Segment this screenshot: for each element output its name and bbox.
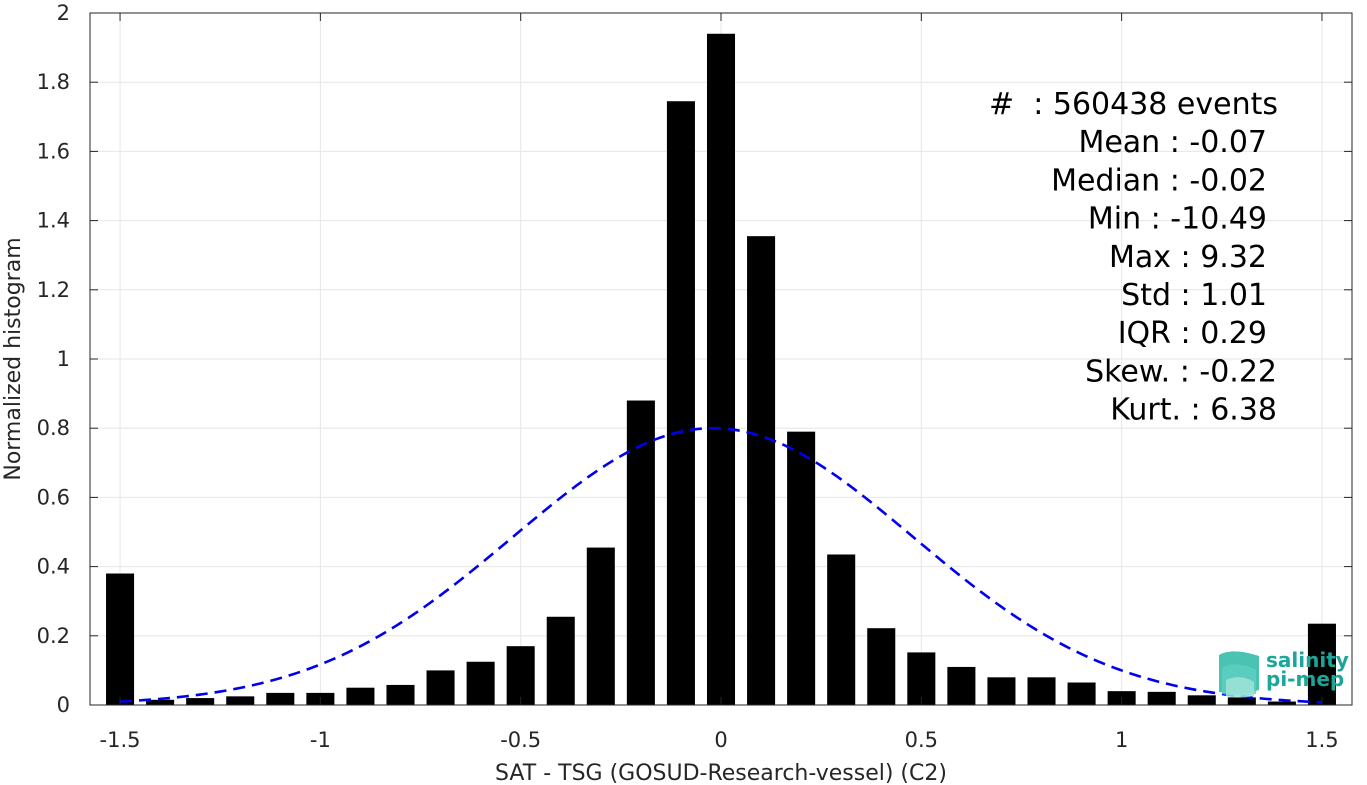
x-axis-label: SAT - TSG (GOSUD-Research-vessel) (C2) [495,761,947,785]
histogram-bar [666,101,695,706]
histogram-bar [827,554,856,705]
histogram-bar [1067,682,1096,705]
y-tick-label: 2 [57,1,70,25]
stat-line: Min : -10.49 [1088,202,1267,237]
x-tick-label: 0.5 [905,728,938,752]
y-tick-label: 0.4 [37,555,70,579]
histogram-bar [1027,677,1056,705]
logo-line2: pi-mep [1266,667,1344,691]
y-tick-label: 0.8 [37,416,70,440]
stat-line: Mean : -0.07 [1078,125,1267,160]
x-tick-label: -0.5 [500,728,541,752]
histogram-bar [466,661,495,705]
x-tick-label: -1 [310,728,331,752]
logo-line1: salinity [1266,648,1349,672]
histogram-bar [546,616,575,705]
histogram-bar [426,670,455,705]
x-tick-label: 1.5 [1305,728,1338,752]
histogram-bar [1147,691,1176,705]
histogram-bar [706,33,736,705]
histogram-bar [266,692,295,705]
stat-line: Median : -0.02 [1051,163,1267,198]
histogram-bar [987,677,1016,705]
histogram-bar [586,547,615,705]
histogram-bar [747,236,776,706]
histogram-bar [787,431,816,705]
histogram-bar [867,628,896,705]
histogram-bar [146,699,175,705]
histogram-bar [626,400,655,705]
wave-logo-icon [1219,651,1259,698]
histogram-bars [106,33,1336,706]
x-tick-label: 1 [1115,728,1128,752]
stat-line: Skew. : -0.22 [1085,354,1277,389]
stat-line: # : 560438 events [989,87,1278,122]
histogram-bar [1187,695,1216,705]
histogram-bar [386,684,415,705]
y-tick-label: 0.6 [37,485,70,509]
histogram-bar [947,666,976,705]
stat-line: Kurt. : 6.38 [1110,393,1277,428]
y-tick-label: 1.4 [37,209,70,233]
histogram-bar [1227,697,1256,705]
x-tick-label: 0 [714,728,727,752]
axis-ticks: -1.5 -1 -0.5 0 0.5 1 1.5 0 0.2 0.4 0.6 0.8 1 1.2 1.4 1.… [37,1,1352,752]
histogram-bar [1267,701,1296,705]
histogram-bar [346,687,375,705]
y-tick-label: 1.8 [37,70,70,94]
histogram-bar [907,652,936,705]
y-axis-label: Normalized histogram [1,237,26,480]
salinity-pi-mep-logo: salinity pi-mep [1219,648,1349,698]
histogram-bar [226,696,255,705]
histogram-bar [1307,623,1336,705]
y-tick-label: 1.6 [37,139,70,163]
y-tick-label: 1 [57,347,70,371]
histogram-bar [506,646,535,705]
y-tick-label: 0 [57,693,70,717]
histogram-bar [106,573,135,705]
normal-fit-curve [119,426,1323,704]
stat-line: Std : 1.01 [1121,278,1267,313]
y-tick-label: 1.2 [37,278,70,302]
y-tick-label: 0.2 [37,624,70,648]
stat-line: Max : 9.32 [1109,240,1267,275]
stat-line: IQR : 0.29 [1118,316,1267,351]
x-tick-label: -1.5 [100,728,141,752]
histogram-bar [186,698,215,705]
